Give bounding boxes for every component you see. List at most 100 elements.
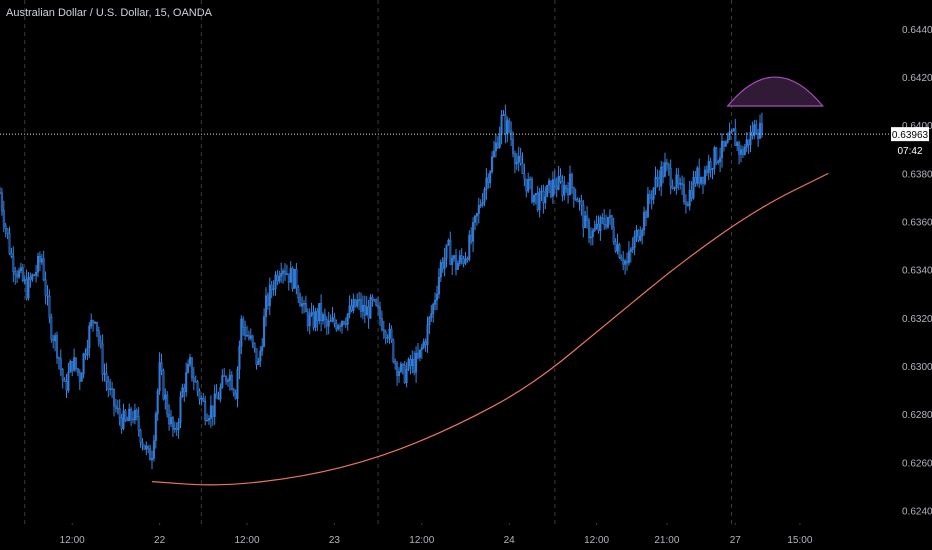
candle-body [743,146,746,155]
candle-body [21,267,24,281]
candle-body [728,131,731,141]
x-tick-label: 12:00 [60,535,85,546]
candle-body [401,363,404,366]
candle-body [18,270,21,278]
candle-body [128,408,131,422]
candle-body [504,114,507,135]
candle-body [555,186,558,190]
candle-body [211,405,214,417]
candle-body [268,284,271,306]
candle-body [204,400,207,421]
candle-body [380,318,383,330]
candle-body [671,186,674,189]
candle-body [635,230,638,237]
candle-body [272,288,275,291]
candle-body [599,217,602,231]
candle-body [597,223,600,231]
candle-body [194,381,197,383]
candle-body [342,321,345,324]
candle-body [745,139,748,148]
candle-body [681,183,684,185]
candle-body [445,244,448,259]
candle-body [715,147,718,163]
candle-body [565,185,568,189]
candle-body [686,204,689,207]
candle-body [162,370,165,400]
candle-body [384,331,387,338]
candle-body [99,340,102,345]
candle-body [441,262,444,269]
candle-body [700,176,703,184]
candle-body [255,348,258,365]
candle-body [354,299,357,307]
candle-body [303,303,306,305]
candle-body [464,258,467,264]
candle-body [580,200,583,206]
candle-body [270,284,273,290]
candle-body [377,305,380,308]
x-tick-label: 12:00 [584,535,609,546]
candle-body [23,279,26,281]
candle-body [107,381,110,390]
trend-curve [151,172,829,486]
candle-body [316,311,319,322]
candle-body [304,303,307,313]
candle-body [287,273,290,283]
candle-body [76,368,79,373]
candle-body [84,353,87,356]
candle-body [624,260,627,265]
candle-body [133,410,136,421]
candle-body [719,157,722,162]
candle-body [325,319,328,327]
candle-body [274,274,277,290]
grid-layer [24,0,801,525]
candle-body [460,255,463,259]
price-tag-box [891,127,929,142]
candle-body [561,181,564,196]
candle-body [109,388,112,390]
candle-body [285,273,288,275]
candle-body [369,296,372,319]
candle-body [57,357,60,360]
candle-body [508,120,511,132]
candle-body [738,142,741,155]
candle-body [675,174,678,189]
candle-body [71,361,74,371]
candle-body [48,296,51,318]
candle-body [667,164,670,169]
candle-body [430,313,433,318]
candle-body [101,343,104,375]
candles-layer [0,104,763,470]
candle-body [320,303,323,321]
candle-body [683,184,686,202]
candle-body [242,318,245,328]
candle-body [658,178,661,187]
candle-body [466,258,469,260]
candle-body [586,215,589,221]
candle-body [510,130,513,140]
candle-body [494,142,497,152]
candle-body [200,398,203,400]
candle-body [420,347,423,350]
candle-body [506,120,509,135]
candle-body [35,272,38,276]
candle-body [160,362,163,372]
candle-body [413,358,416,373]
candle-body [694,177,697,184]
candle-body [578,200,581,203]
time-axis: 12:00 22 12:00 23 12:00 24 12:00 21:00 27 15:00 [60,535,813,546]
candle-body [755,124,758,134]
candle-body [398,371,401,376]
candle-body [135,410,138,417]
candle-body [626,260,629,264]
candle-body [591,230,594,238]
candle-body [574,198,577,201]
candle-body [322,314,325,321]
candle-body [707,161,710,174]
candle-body [0,192,3,211]
candle-body [130,408,133,420]
candle-body [361,305,364,312]
candle-body [4,225,7,230]
